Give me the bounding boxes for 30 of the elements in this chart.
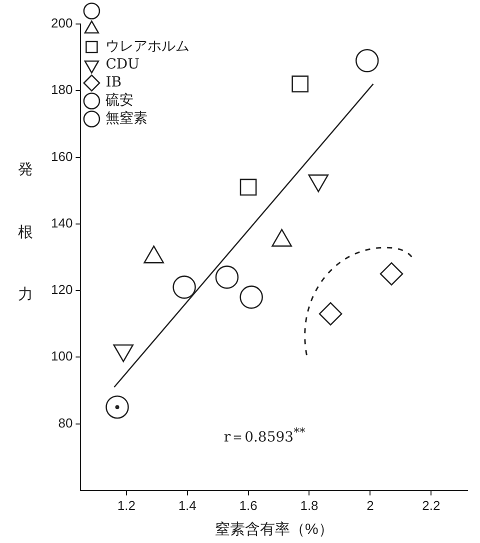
y-tick-label: 120 <box>50 282 73 298</box>
point <box>380 262 404 286</box>
y-tick-label: 160 <box>50 148 73 164</box>
x-tick-label: 1.2 <box>117 498 136 513</box>
y-tick-label: 180 <box>50 82 73 98</box>
y-tick-label: 200 <box>50 16 73 31</box>
legend-label: ウレアホルム <box>106 38 190 55</box>
legend-label: IB <box>106 74 122 91</box>
legend-label: 硫安 <box>106 92 134 109</box>
point <box>106 395 129 419</box>
point <box>240 178 257 196</box>
point <box>292 76 309 92</box>
y-axis-title: 発根力 <box>16 150 35 336</box>
point <box>240 286 263 309</box>
x-tick-label: 1.6 <box>239 498 258 513</box>
y-tick-label: 140 <box>50 215 73 230</box>
legend-label: 無窒素 <box>106 110 148 127</box>
point <box>215 266 239 289</box>
annotation: r＝0.8593$^{**}$ <box>224 425 306 447</box>
y-tick-label: 100 <box>50 348 73 364</box>
x-tick-label: 2.2 <box>422 498 440 513</box>
x-tick-label: 1.8 <box>300 498 318 513</box>
point <box>172 276 196 299</box>
x-tick-label: 1.4 <box>178 498 196 513</box>
point <box>318 302 342 326</box>
legend-label: CDU <box>106 56 140 73</box>
point <box>355 48 379 72</box>
x-axis-title: 窒素含有率（%） <box>215 521 334 538</box>
x-tick-label: 2 <box>366 498 374 513</box>
y-tick-label: 80 <box>58 415 73 430</box>
